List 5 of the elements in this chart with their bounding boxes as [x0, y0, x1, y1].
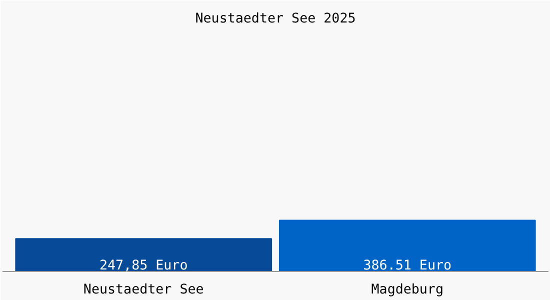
x-tick-label: Neustaedter See	[83, 282, 204, 298]
x-tick-label: Magdeburg	[371, 282, 444, 298]
chart-title: Neustaedter See 2025	[195, 12, 356, 26]
data-label: 386.51 Euro	[363, 258, 452, 274]
data-label: 247,85 Euro	[99, 258, 188, 274]
